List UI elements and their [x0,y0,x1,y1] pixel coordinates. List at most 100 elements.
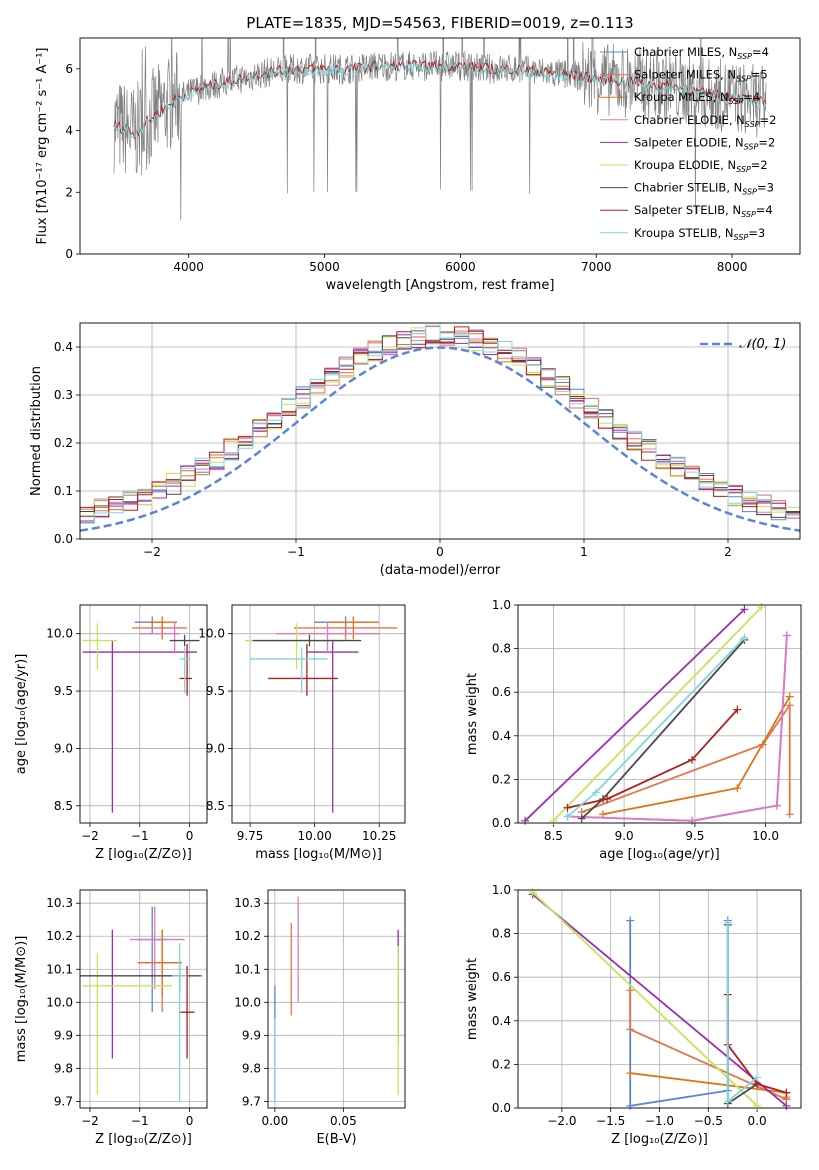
weight-line [532,893,787,1107]
residual-histogram [80,335,800,518]
y-tick-label: 9.7 [54,1094,73,1108]
legend-label: 𝒩(0, 1) [739,337,786,352]
residual-histogram [80,324,800,524]
x-tick-label: 8000 [717,260,748,274]
normal-curve [80,346,800,532]
plots-layer: 4000 5000 6000 7000 8000 0 2 4 6 wavelength [Angs… [14,37,802,1147]
x-axis-label: mass [log₁₀(M/M⊙)] [255,847,382,862]
weight-line [629,920,729,1107]
y-tick-label: 10.0 [46,995,73,1009]
y-tick-label: 9.5 [54,684,73,698]
x-tick-label: −1.5 [596,1114,625,1128]
y-tick-label: 1.0 [492,598,511,612]
x-tick-label: −0.5 [694,1114,723,1128]
weight-line [552,606,763,822]
x-axis-label: Z [log₁₀(Z/Z⊙)] [611,1132,708,1147]
y-axis-label: mass [log₁₀(M/M⊙)] [14,936,29,1063]
x-tick-label: 0 [186,1114,194,1128]
x-tick-label: 4000 [173,260,204,274]
y-tick-label: 9.0 [54,741,73,755]
x-tick-label: 5000 [309,260,340,274]
x-axis-label: Z [log₁₀(Z/Z⊙)] [95,847,192,862]
model-spectrum-line [113,60,767,140]
y-tick-label: 0.0 [54,532,73,546]
legend-label: Kroupa STELIB, NSSP=3 [634,226,765,242]
weight-line [524,608,746,822]
axes-frame [517,604,802,824]
x-tick-label: 9.0 [615,829,634,843]
weight-line [567,635,788,822]
y-tick-label: 0.2 [54,436,73,450]
y-tick-label: 0.3 [54,388,73,402]
y-tick-label: 9.9 [242,1028,261,1042]
x-tick-label: −1 [287,545,305,559]
y-tick-label: 9.5 [206,684,225,698]
y-axis-label: Normed distribution [29,366,44,496]
legend-label: Salpeter MILES, NSSP=5 [634,68,768,84]
legend-label: Chabrier MILES, NSSP=4 [634,45,769,61]
axes-frame [231,604,406,824]
x-tick-label: 0.05 [330,1114,357,1128]
y-tick-label: 0.0 [492,816,511,830]
y-tick-label: 0.8 [492,642,511,656]
y-tick-label: 0.6 [492,685,511,699]
weight-line [566,637,746,818]
axes-frame [79,37,801,255]
y-tick-label: 10.2 [234,929,261,943]
x-tick-label: 2 [724,545,732,559]
y-tick-label: 9.9 [54,1028,73,1042]
legend-label: Salpeter ELODIE, NSSP=2 [634,135,775,151]
x-tick-label: 0 [436,545,444,559]
x-tick-label: 8.5 [544,829,563,843]
x-tick-label: −2 [143,545,161,559]
y-tick-label: 9.8 [54,1061,73,1075]
x-tick-label: −2 [81,829,99,843]
axes-frame [79,604,208,824]
x-tick-label: 6000 [445,260,476,274]
x-tick-label: 7000 [581,260,612,274]
x-tick-label: 1 [580,545,588,559]
weight-line [567,708,738,809]
spectrum-legend: Chabrier MILES, NSSP=4 Salpeter MILES, NS… [600,45,776,242]
weight-line [531,891,758,1107]
y-tick-label: 0.4 [492,729,511,743]
weight-line [567,635,788,822]
y-tick-label: 10.0 [234,995,261,1009]
residual-histogram [80,326,800,518]
x-tick-label: 0.0 [748,1114,767,1128]
y-tick-label: 0.8 [492,927,511,941]
y-tick-label: 8.5 [206,799,225,813]
axes-frame [517,889,802,1109]
y-tick-label: 10.0 [46,627,73,641]
y-tick-label: 10.2 [46,929,73,943]
legend-label: Chabrier ELODIE, NSSP=2 [634,113,776,129]
y-axis-label: Flux [fλ10⁻¹⁷ erg cm⁻² s⁻¹ A⁻¹] [35,48,50,245]
x-tick-label: 10.0 [752,829,779,843]
x-tick-label: −1 [131,1114,149,1128]
y-tick-label: 2 [65,185,73,199]
x-tick-label: −1.0 [645,1114,674,1128]
axes-frame [267,889,406,1109]
y-tick-label: 0.4 [492,1014,511,1028]
y-tick-label: 9.0 [206,741,225,755]
y-axis-label: age [log₁₀(age/yr)] [14,654,29,775]
x-axis-label: Z [log₁₀(Z/Z⊙)] [95,1132,192,1147]
y-tick-label: 6 [65,62,73,76]
legend-label: Kroupa ELODIE, NSSP=2 [634,158,768,174]
x-tick-label: 0 [186,829,194,843]
x-tick-label: 0.00 [261,1114,288,1128]
y-tick-label: 10.3 [234,896,261,910]
x-tick-label: 10.00 [297,829,331,843]
x-tick-label: −2.0 [547,1114,576,1128]
y-tick-label: 4 [65,124,73,138]
x-axis-label: age [log₁₀(age/yr)] [599,847,720,862]
axes-frame [79,889,208,1109]
y-tick-label: 10.1 [234,962,261,976]
x-axis-label: E(B-V) [316,1132,356,1147]
legend-label: Kroupa MILES, NSSP=4 [634,90,760,106]
y-tick-label: 0.0 [492,1101,511,1115]
y-tick-label: 0.2 [492,1057,511,1071]
y-tick-label: 9.7 [242,1094,261,1108]
y-tick-label: 0.6 [492,970,511,984]
